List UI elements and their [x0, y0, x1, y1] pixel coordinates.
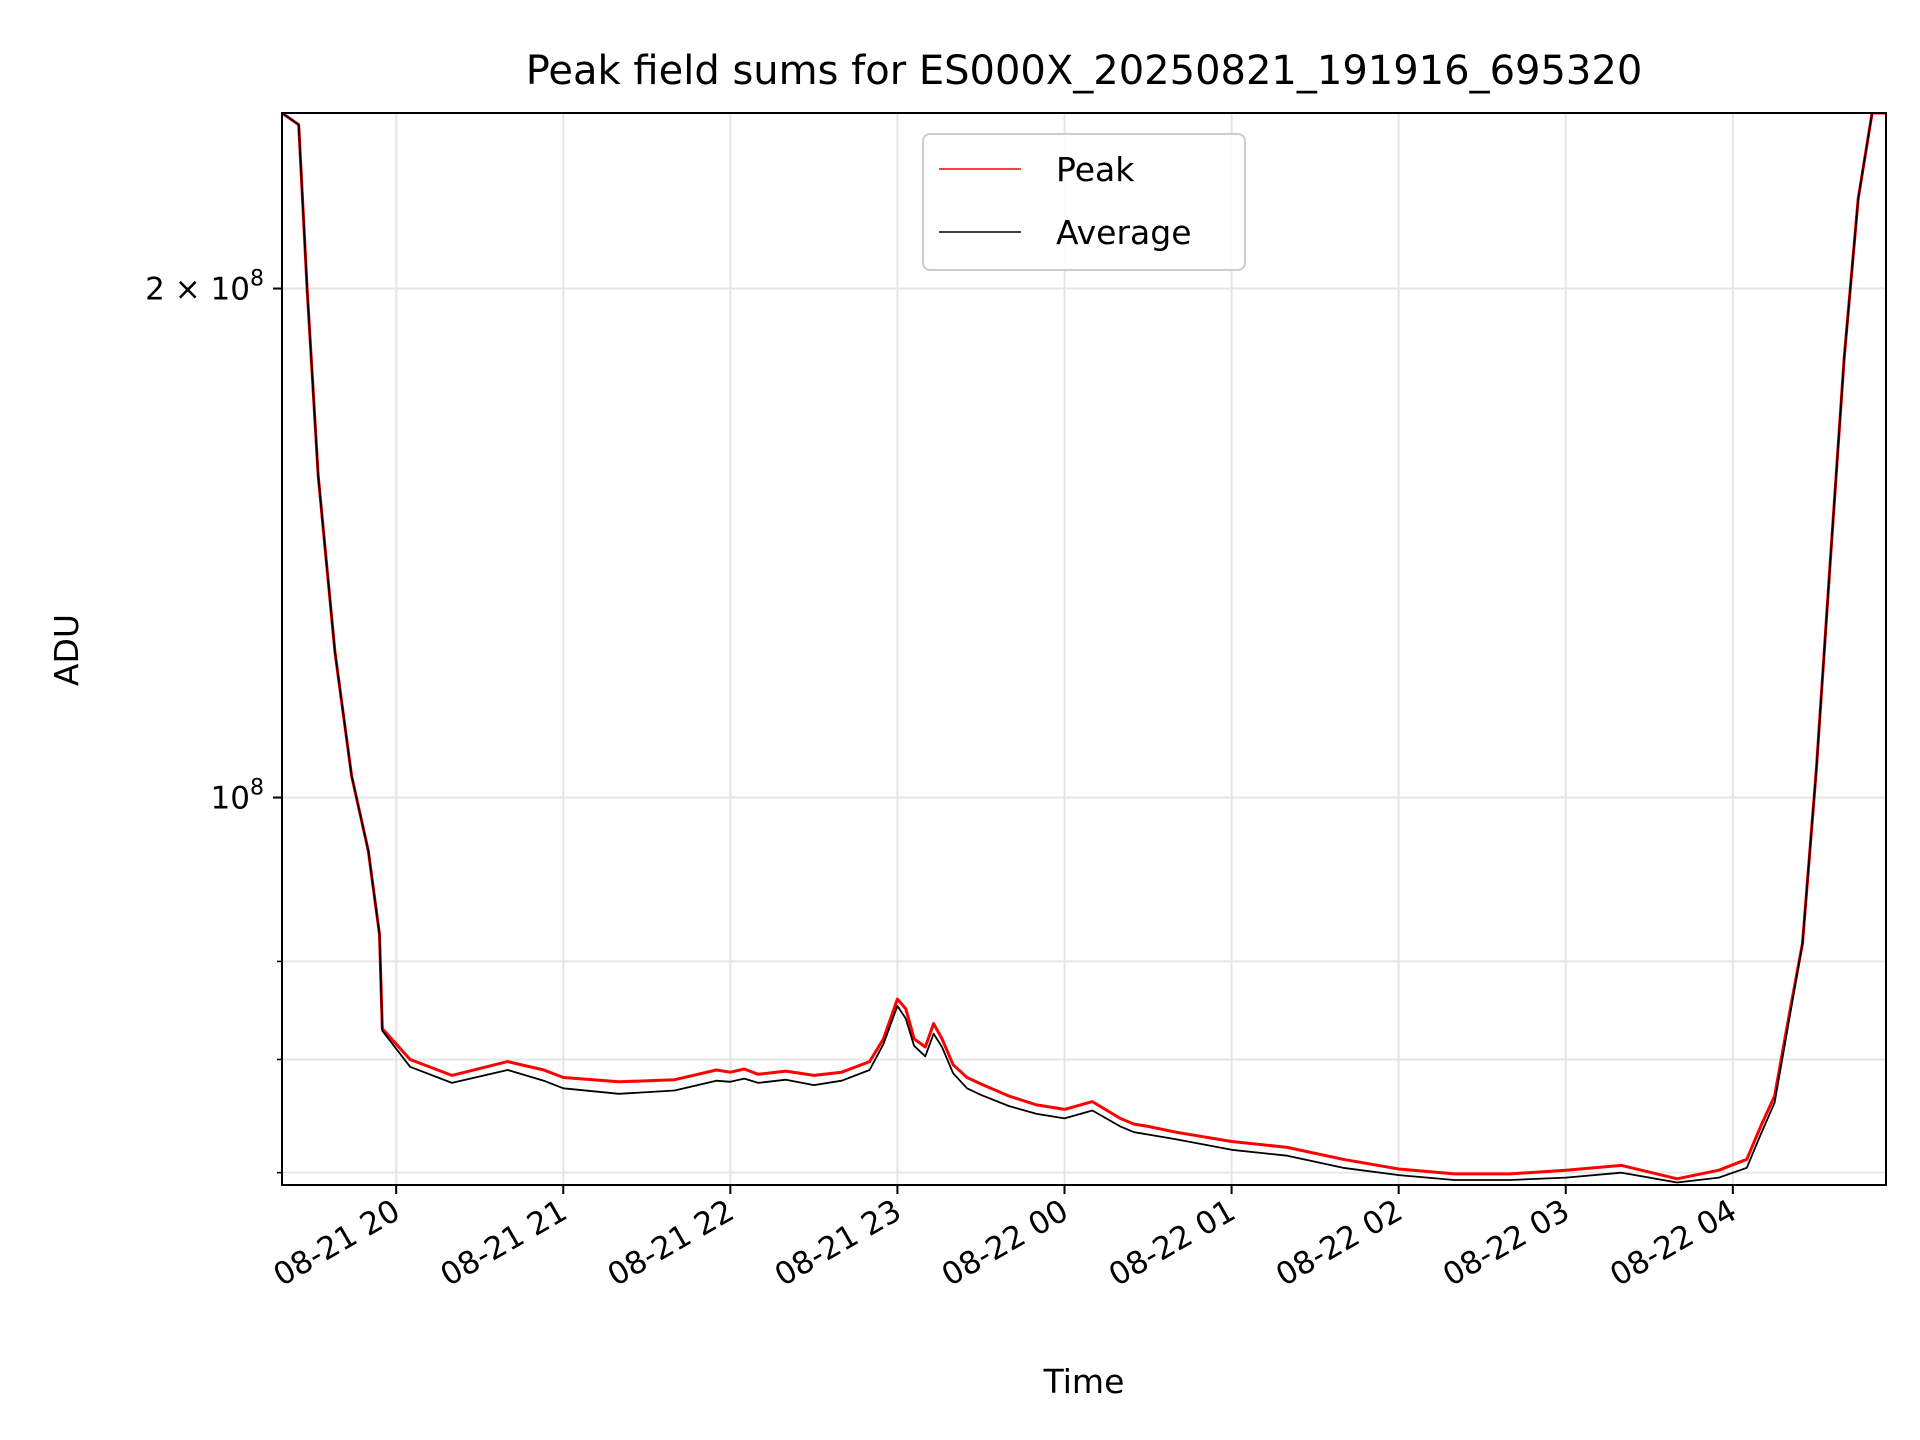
- x-axis-label: Time: [1043, 1362, 1125, 1401]
- legend-box: [922, 133, 1246, 271]
- plot-frame: [281, 112, 1887, 1186]
- series-line-peak: [282, 113, 1886, 1181]
- legend: Peak Average: [922, 133, 1246, 271]
- chart-title: Peak field sums for ES000X_20250821_1919…: [526, 48, 1643, 94]
- y-tick-label: 108: [211, 776, 264, 817]
- y-axis: 2 × 108 108: [145, 267, 282, 1174]
- series-line-average: [282, 113, 1886, 1184]
- series-layer: [282, 113, 1886, 1184]
- y-axis-label: ADU: [47, 614, 86, 686]
- y-tick-label: 2 × 108: [145, 267, 264, 308]
- legend-label-peak: Peak: [1056, 150, 1135, 189]
- legend-label-average: Average: [1056, 213, 1192, 252]
- grid: [282, 113, 1886, 1185]
